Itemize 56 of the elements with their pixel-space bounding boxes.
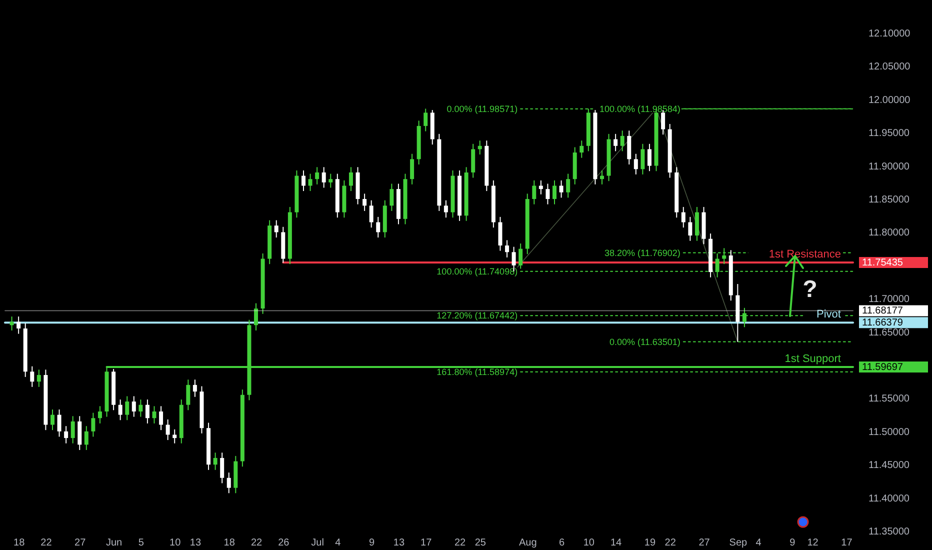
annotation: 100.00% (11.74098)	[436, 266, 518, 276]
x-tick-label: 27	[74, 538, 86, 548]
x-tick-label: 22	[40, 538, 52, 548]
x-tick-label: 26	[278, 538, 290, 548]
y-tick-label: 11.40000	[868, 493, 910, 504]
y-tick-label: 11.95000	[868, 128, 910, 140]
x-tick-label: 4	[756, 538, 762, 548]
y-tick-label: 12.05000	[868, 62, 911, 73]
x-tick-label: 9	[369, 538, 376, 548]
y-tick-label: 11.65000	[868, 327, 910, 338]
y-tick-label: 12.00000	[868, 94, 911, 106]
x-tick-label: 13	[190, 538, 202, 548]
x-tick-label: 9	[790, 538, 796, 548]
x-tick-label: 14	[610, 538, 622, 548]
x-tick-label: 10	[170, 538, 182, 548]
x-tick-label: 22	[250, 538, 263, 548]
x-tick-label: 27	[698, 538, 710, 548]
x-tick-label: 18	[224, 538, 236, 548]
x-tick-label: Sep	[729, 538, 748, 548]
y-tick-label: 11.70000	[868, 294, 910, 306]
x-tick-label: 17	[420, 538, 432, 548]
annotation: 0.00% (11.63501)	[610, 336, 680, 347]
y-tick-label: 11.85000	[868, 194, 910, 206]
x-tick-label: 5	[138, 538, 144, 548]
x-tick-label: 4	[335, 538, 342, 548]
x-tick-label: 13	[393, 538, 405, 548]
series-label: 1st Support	[784, 353, 841, 366]
data-label: 11.68177	[862, 306, 904, 317]
data-label: 11.59697	[862, 362, 904, 374]
y-tick-label: 11.90000	[868, 161, 910, 172]
y-tick-label: 11.50000	[868, 426, 910, 438]
x-tick-label: 25	[474, 538, 486, 548]
series-label: Pivot	[816, 308, 841, 321]
data-label: 11.66379	[862, 318, 904, 329]
annotation: 161.80% (11.58974)	[436, 366, 518, 377]
x-tick-label: 6	[559, 538, 566, 548]
y-tick-label: 11.35000	[868, 526, 910, 538]
annotation: 0.00% (11.98571)	[446, 104, 518, 114]
x-tick-label: 19	[644, 538, 656, 548]
y-tick-label: 11.55000	[868, 394, 910, 405]
x-tick-label: 12	[807, 538, 819, 548]
x-tick-label: 22	[454, 538, 466, 548]
x-tick-label: Jun	[106, 538, 122, 548]
x-tick-label: 22	[664, 538, 676, 548]
x-tick-label: 10	[583, 538, 595, 548]
data-label: 11.75435	[862, 258, 904, 269]
series-label: 1st Resistance	[768, 248, 841, 261]
y-tick-label: 11.80000	[868, 228, 910, 239]
x-tick-label: Aug	[518, 538, 537, 548]
y-tick-label: 12.10000	[868, 28, 911, 40]
x-tick-label: Jul	[311, 538, 324, 548]
y-tick-label: 11.45000	[868, 460, 910, 472]
annotation: 127.20% (11.67442)	[436, 310, 518, 321]
x-tick-label: 18	[14, 538, 26, 548]
annotation: ?	[802, 276, 818, 303]
x-tick-label: 17	[841, 538, 853, 548]
